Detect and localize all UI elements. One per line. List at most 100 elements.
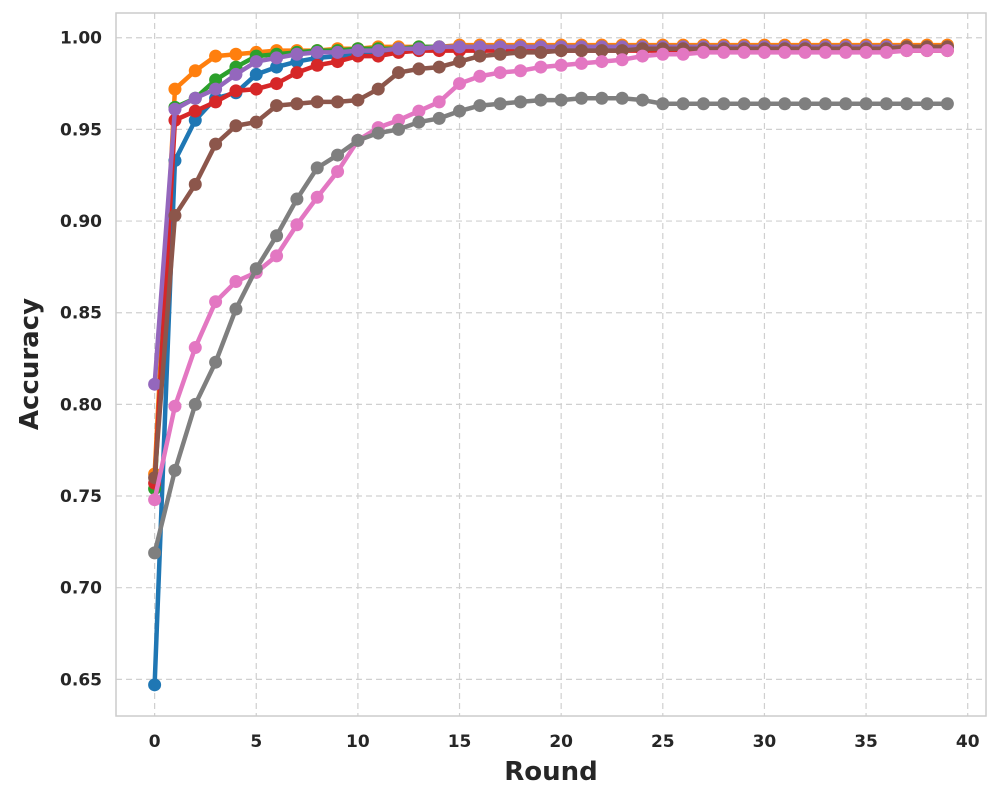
data-point: [656, 97, 670, 111]
data-point: [514, 95, 528, 109]
data-point: [310, 58, 324, 72]
data-point: [270, 51, 284, 65]
x-axis-label: Round: [504, 757, 598, 787]
series-line: [152, 44, 948, 685]
data-point: [310, 161, 324, 175]
data-point: [574, 56, 588, 70]
series-line: [152, 48, 948, 501]
data-point: [818, 45, 832, 59]
data-point: [331, 45, 345, 59]
series-line: [152, 48, 948, 484]
data-point: [351, 44, 365, 58]
data-point: [534, 45, 548, 59]
x-tick-label: 5: [250, 732, 262, 752]
data-point: [188, 91, 202, 105]
data-point: [412, 62, 426, 76]
data-point: [453, 55, 467, 69]
data-point: [473, 99, 487, 113]
data-point: [432, 95, 446, 109]
data-point: [310, 95, 324, 109]
data-point: [453, 40, 467, 54]
data-point: [595, 91, 609, 105]
data-point: [676, 97, 690, 111]
tick-labels: 0 5 10 15 20 25 30 35 40 0.65 0.70 0.75 0.80 0.85 0.90…: [60, 29, 980, 752]
data-point: [615, 91, 629, 105]
data-point: [209, 355, 223, 369]
data-point: [493, 47, 507, 61]
data-point: [331, 165, 345, 179]
data-point: [331, 95, 345, 109]
data-point: [168, 82, 182, 96]
x-tick-label: 40: [956, 732, 980, 752]
data-point: [290, 47, 304, 61]
data-point: [859, 45, 873, 59]
data-point: [188, 177, 202, 191]
data-point: [188, 397, 202, 411]
data-point: [717, 45, 731, 59]
x-tick-label: 20: [549, 732, 573, 752]
data-point: [717, 97, 731, 111]
data-point: [615, 53, 629, 67]
data-point: [920, 44, 934, 58]
data-point: [554, 44, 568, 58]
data-point: [879, 97, 893, 111]
y-tick-label: 0.80: [60, 395, 102, 415]
data-point: [432, 111, 446, 125]
data-point: [229, 275, 243, 289]
data-point: [229, 119, 243, 133]
data-point: [290, 218, 304, 232]
data-point: [331, 148, 345, 162]
data-point: [209, 295, 223, 309]
data-point: [696, 97, 710, 111]
data-point: [148, 546, 162, 560]
series-4: [148, 40, 954, 391]
data-point: [839, 45, 853, 59]
x-tick-label: 10: [346, 732, 370, 752]
data-point: [168, 399, 182, 413]
data-point: [412, 115, 426, 129]
data-point: [371, 82, 385, 96]
data-point: [371, 126, 385, 140]
data-point: [229, 302, 243, 316]
data-point: [270, 99, 284, 113]
data-point: [148, 678, 162, 692]
y-tick-label: 0.85: [60, 304, 102, 324]
data-point: [209, 95, 223, 109]
data-point: [168, 102, 182, 116]
data-point: [757, 45, 771, 59]
data-point: [534, 60, 548, 74]
y-axis-label: Accuracy: [15, 298, 45, 430]
data-point: [229, 47, 243, 61]
data-point: [554, 58, 568, 72]
y-tick-label: 0.90: [60, 212, 102, 232]
data-point: [290, 192, 304, 206]
data-point: [270, 60, 284, 74]
data-point: [168, 209, 182, 223]
x-tick-label: 30: [753, 732, 777, 752]
y-tick-label: 0.95: [60, 120, 102, 140]
x-tick-label: 25: [651, 732, 675, 752]
data-point: [818, 97, 832, 111]
data-point: [493, 97, 507, 111]
data-point: [432, 40, 446, 54]
data-point: [270, 77, 284, 91]
data-point: [249, 115, 263, 129]
data-point: [392, 66, 406, 80]
x-tick-label: 35: [854, 732, 878, 752]
series-line: [152, 44, 948, 489]
data-point: [209, 82, 223, 96]
data-point: [270, 249, 284, 263]
series-7: [148, 91, 954, 560]
plot-frame: [115, 12, 987, 717]
data-point: [554, 93, 568, 107]
data-point: [392, 42, 406, 56]
data-point: [839, 97, 853, 111]
data-point: [188, 64, 202, 78]
data-point: [351, 93, 365, 107]
x-tick-label: 0: [149, 732, 161, 752]
data-point: [188, 113, 202, 127]
data-point: [656, 47, 670, 61]
data-point: [331, 55, 345, 69]
data-point: [209, 137, 223, 151]
data-point: [676, 47, 690, 61]
